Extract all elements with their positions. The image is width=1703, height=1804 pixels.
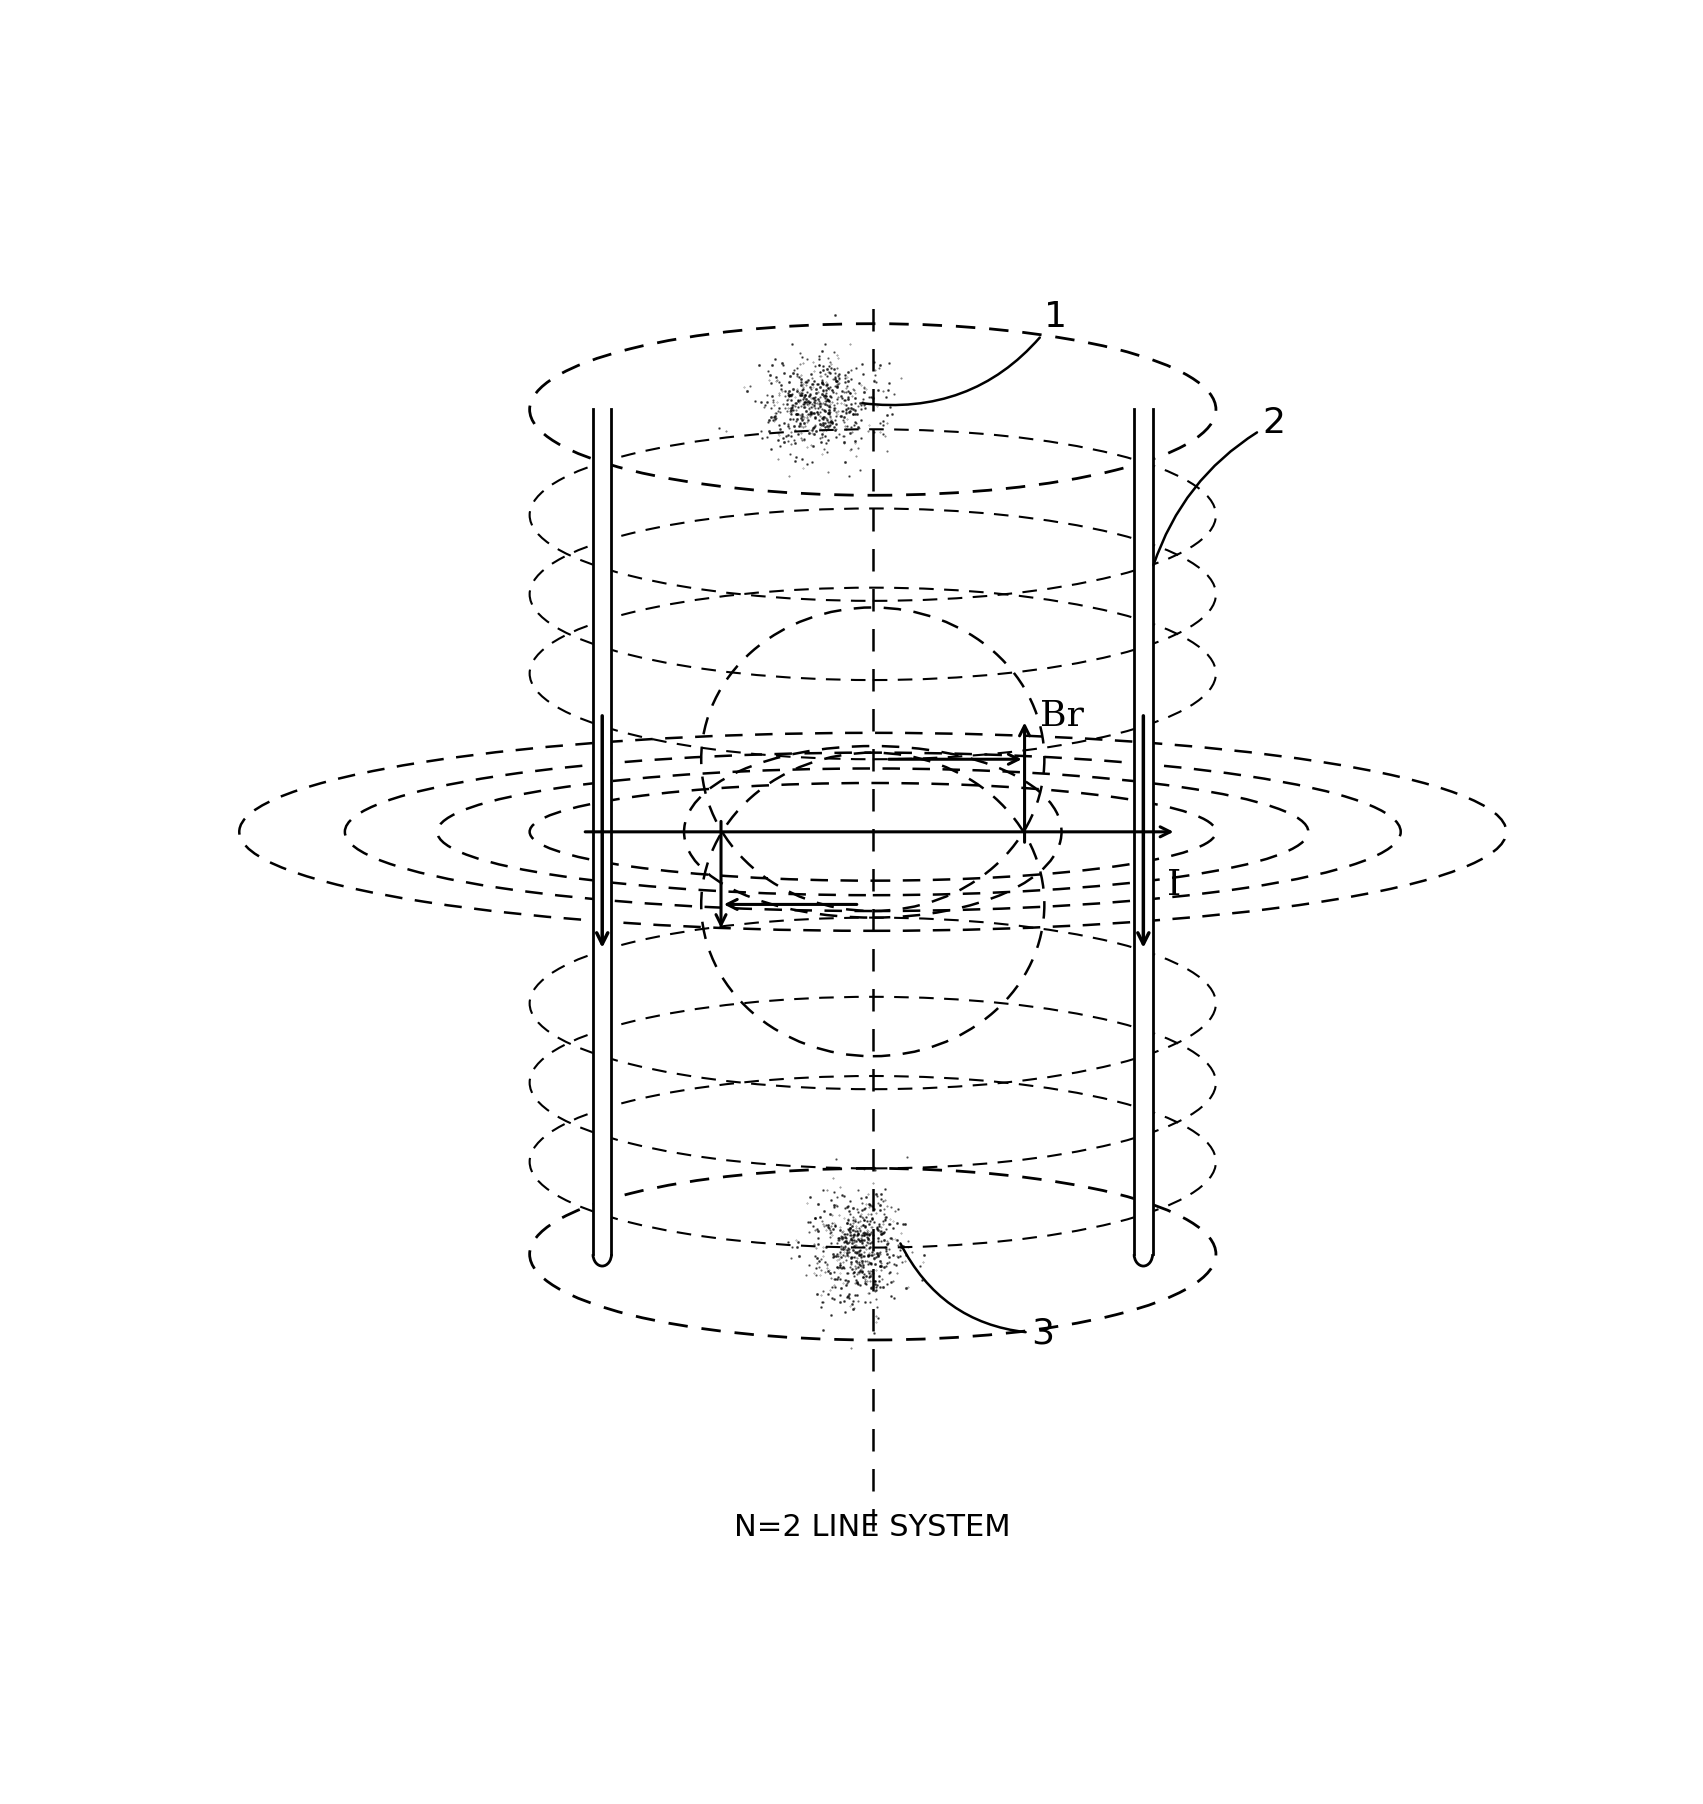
- Text: 2: 2: [1153, 406, 1286, 565]
- Text: Br: Br: [1041, 698, 1085, 732]
- Text: N=2 LINE SYSTEM: N=2 LINE SYSTEM: [734, 1514, 1012, 1542]
- Text: I: I: [1167, 868, 1182, 902]
- Text: 3: 3: [901, 1243, 1054, 1351]
- Text: 1: 1: [862, 299, 1068, 406]
